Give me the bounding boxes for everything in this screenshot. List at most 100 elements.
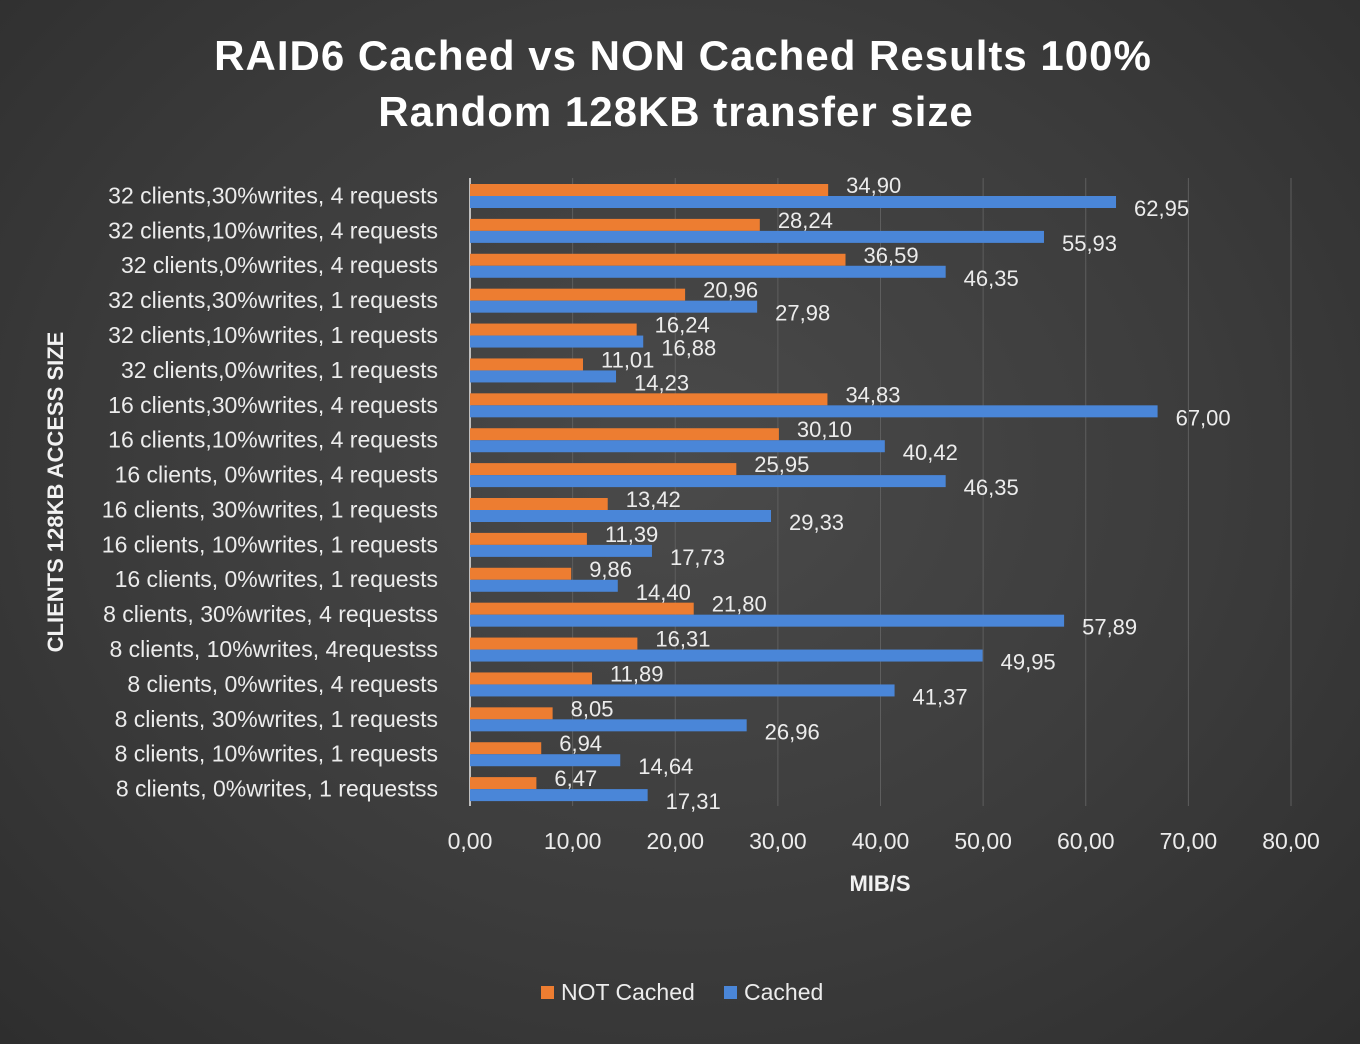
bar-cached [470, 335, 644, 348]
data-label-cached: 40,42 [903, 440, 958, 465]
x-tick-labels: 0,00 10,00 20,00 30,00 40,00 50,00 60,00 70,00 8… [448, 828, 1320, 854]
data-label-not-cached: 9,86 [589, 557, 632, 582]
data-label-not-cached: 6,94 [559, 731, 602, 756]
bar-cached [470, 684, 895, 697]
data-label-not-cached: 11,01 [601, 347, 654, 372]
data-label-cached: 14,40 [636, 580, 691, 605]
data-label-cached: 26,96 [765, 719, 820, 744]
bar-not-cached [470, 742, 542, 755]
data-label-cached: 41,37 [913, 684, 968, 709]
data-label-cached: 46,35 [964, 266, 1019, 291]
data-label-not-cached: 13,42 [626, 487, 681, 512]
data-label-cached: 46,35 [964, 475, 1019, 500]
bar-cached [470, 510, 771, 522]
bar-cached [470, 544, 652, 557]
bar-not-cached [470, 253, 846, 266]
bar-cached [470, 370, 617, 383]
bar-cached [470, 196, 1117, 208]
bar-not-cached [470, 498, 608, 510]
data-label-not-cached: 25,95 [754, 452, 809, 477]
legend-swatch-not-cached [541, 986, 554, 999]
data-label-not-cached: 34,90 [846, 173, 901, 198]
bar-not-cached [470, 637, 638, 650]
category-label: 8 clients, 0%writes, 1 requestss [116, 776, 438, 802]
data-label-not-cached: 16,24 [655, 313, 710, 338]
bar-not-cached [470, 288, 686, 301]
category-label: 16 clients,10%writes, 4 requests [108, 427, 438, 453]
category-label: 16 clients, 0%writes, 4 requests [115, 462, 438, 488]
bar-not-cached [470, 777, 537, 790]
category-label: 8 clients, 0%writes, 4 requests [127, 671, 438, 697]
gridlines [469, 178, 1292, 806]
chart-title-line-1: RAID6 Cached vs NON Cached Results 100% [214, 32, 1152, 79]
category-label: 16 clients, 10%writes, 1 requests [102, 531, 438, 557]
data-labels: 34,90 62,95 28,24 55,93 36,59 46,35 20,96 27,98… [554, 173, 1230, 814]
bar-not-cached [470, 184, 829, 196]
legend: NOT Cached Cached [541, 979, 823, 1005]
bar-cached [470, 230, 1044, 243]
x-tick-label: 30,00 [749, 828, 807, 854]
bar-not-cached [470, 463, 737, 476]
x-axis-title: MIB/S [849, 871, 910, 896]
category-label: 32 clients,10%writes, 1 requests [108, 322, 438, 348]
bar-not-cached [470, 567, 572, 580]
x-tick-label: 80,00 [1262, 828, 1320, 854]
x-tick-label: 50,00 [954, 828, 1012, 854]
category-label: 8 clients, 10%writes, 1 requests [115, 741, 438, 767]
bar-cached [470, 789, 648, 802]
bar-cached [470, 754, 621, 767]
data-label-not-cached: 28,24 [778, 208, 833, 233]
category-labels: 32 clients,30%writes, 4 requests 32 clien… [102, 182, 438, 801]
x-tick-label: 0,00 [448, 828, 493, 854]
legend-label-cached: Cached [744, 979, 823, 1005]
bar-not-cached [470, 323, 637, 336]
data-label-cached: 14,64 [638, 754, 693, 779]
data-label-not-cached: 11,89 [610, 661, 663, 686]
category-label: 16 clients, 0%writes, 1 requests [115, 566, 438, 592]
data-label-not-cached: 6,47 [554, 766, 597, 791]
data-label-cached: 55,93 [1062, 231, 1117, 256]
y-axis-title: CLIENTS 128KB ACCESS SIZE [43, 332, 68, 653]
bar-cached [470, 614, 1065, 627]
data-label-cached: 17,31 [666, 789, 721, 814]
data-label-cached: 16,88 [661, 336, 716, 361]
x-tick-label: 70,00 [1160, 828, 1218, 854]
bar-cached [470, 475, 946, 488]
x-tick-label: 60,00 [1057, 828, 1115, 854]
data-label-cached: 17,73 [670, 545, 725, 570]
data-label-cached: 67,00 [1176, 405, 1231, 430]
category-label: 16 clients,30%writes, 4 requests [108, 392, 438, 418]
chart-title-line-2: Random 128KB transfer size [378, 88, 974, 135]
bar-cached [470, 649, 983, 662]
bar-not-cached [470, 393, 828, 406]
bar-not-cached [470, 428, 779, 441]
x-tick-label: 40,00 [852, 828, 910, 854]
legend-label-not-cached: NOT Cached [561, 979, 695, 1005]
bar-cached [470, 300, 758, 313]
data-label-not-cached: 16,31 [655, 627, 710, 652]
bar-not-cached [470, 218, 760, 231]
category-label: 32 clients,0%writes, 4 requests [121, 252, 438, 278]
x-tick-label: 20,00 [646, 828, 704, 854]
data-label-not-cached: 8,05 [571, 696, 614, 721]
data-label-not-cached: 36,59 [864, 243, 919, 268]
bar-not-cached [470, 602, 694, 615]
data-label-cached: 14,23 [634, 370, 689, 395]
legend-swatch-cached [724, 986, 737, 999]
data-label-not-cached: 34,83 [845, 382, 900, 407]
bar-not-cached [470, 672, 593, 685]
bar-cached [470, 719, 747, 732]
data-label-cached: 62,95 [1134, 196, 1189, 221]
x-tick-label: 10,00 [544, 828, 602, 854]
bar-cached [470, 265, 946, 278]
data-label-cached: 49,95 [1001, 650, 1056, 675]
bar-not-cached [470, 707, 553, 720]
bar-cached [470, 405, 1158, 418]
category-label: 8 clients, 10%writes, 4requestss [109, 636, 438, 662]
category-label: 32 clients,0%writes, 1 requests [121, 357, 438, 383]
bars [470, 184, 1158, 802]
data-label-not-cached: 21,80 [712, 592, 767, 617]
category-label: 32 clients,30%writes, 4 requests [108, 182, 438, 208]
bar-cached [470, 440, 885, 453]
